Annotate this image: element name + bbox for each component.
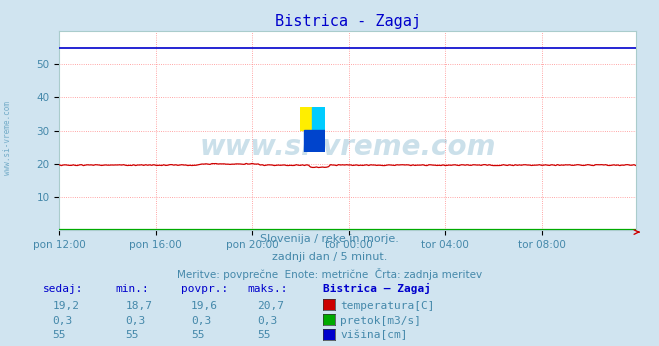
Text: temperatura[C]: temperatura[C]: [340, 301, 434, 311]
Text: 55: 55: [191, 330, 204, 340]
Text: 19,6: 19,6: [191, 301, 218, 311]
Text: Meritve: povprečne  Enote: metrične  Črta: zadnja meritev: Meritve: povprečne Enote: metrične Črta:…: [177, 268, 482, 280]
Text: 0,3: 0,3: [191, 316, 212, 326]
Bar: [312, 107, 325, 130]
Text: zadnji dan / 5 minut.: zadnji dan / 5 minut.: [272, 252, 387, 262]
Text: 55: 55: [53, 330, 66, 340]
Text: min.:: min.:: [115, 284, 149, 294]
Text: 19,2: 19,2: [53, 301, 80, 311]
Text: pretok[m3/s]: pretok[m3/s]: [340, 316, 421, 326]
Text: www.si-vreme.com: www.si-vreme.com: [200, 133, 496, 161]
Text: višina[cm]: višina[cm]: [340, 330, 407, 340]
Text: 55: 55: [257, 330, 270, 340]
Text: 55: 55: [125, 330, 138, 340]
Text: 18,7: 18,7: [125, 301, 152, 311]
Text: www.si-vreme.com: www.si-vreme.com: [3, 101, 13, 175]
Text: 0,3: 0,3: [125, 316, 146, 326]
Text: Bistrica – Zagaj: Bistrica – Zagaj: [323, 283, 431, 294]
Text: 0,3: 0,3: [53, 316, 73, 326]
Title: Bistrica - Zagaj: Bistrica - Zagaj: [275, 13, 420, 29]
Bar: [304, 130, 325, 152]
Bar: [300, 107, 312, 130]
Text: sedaj:: sedaj:: [43, 284, 83, 294]
Text: povpr.:: povpr.:: [181, 284, 229, 294]
Text: 0,3: 0,3: [257, 316, 277, 326]
Text: 20,7: 20,7: [257, 301, 284, 311]
Text: Slovenija / reke in morje.: Slovenija / reke in morje.: [260, 234, 399, 244]
Text: maks.:: maks.:: [247, 284, 287, 294]
